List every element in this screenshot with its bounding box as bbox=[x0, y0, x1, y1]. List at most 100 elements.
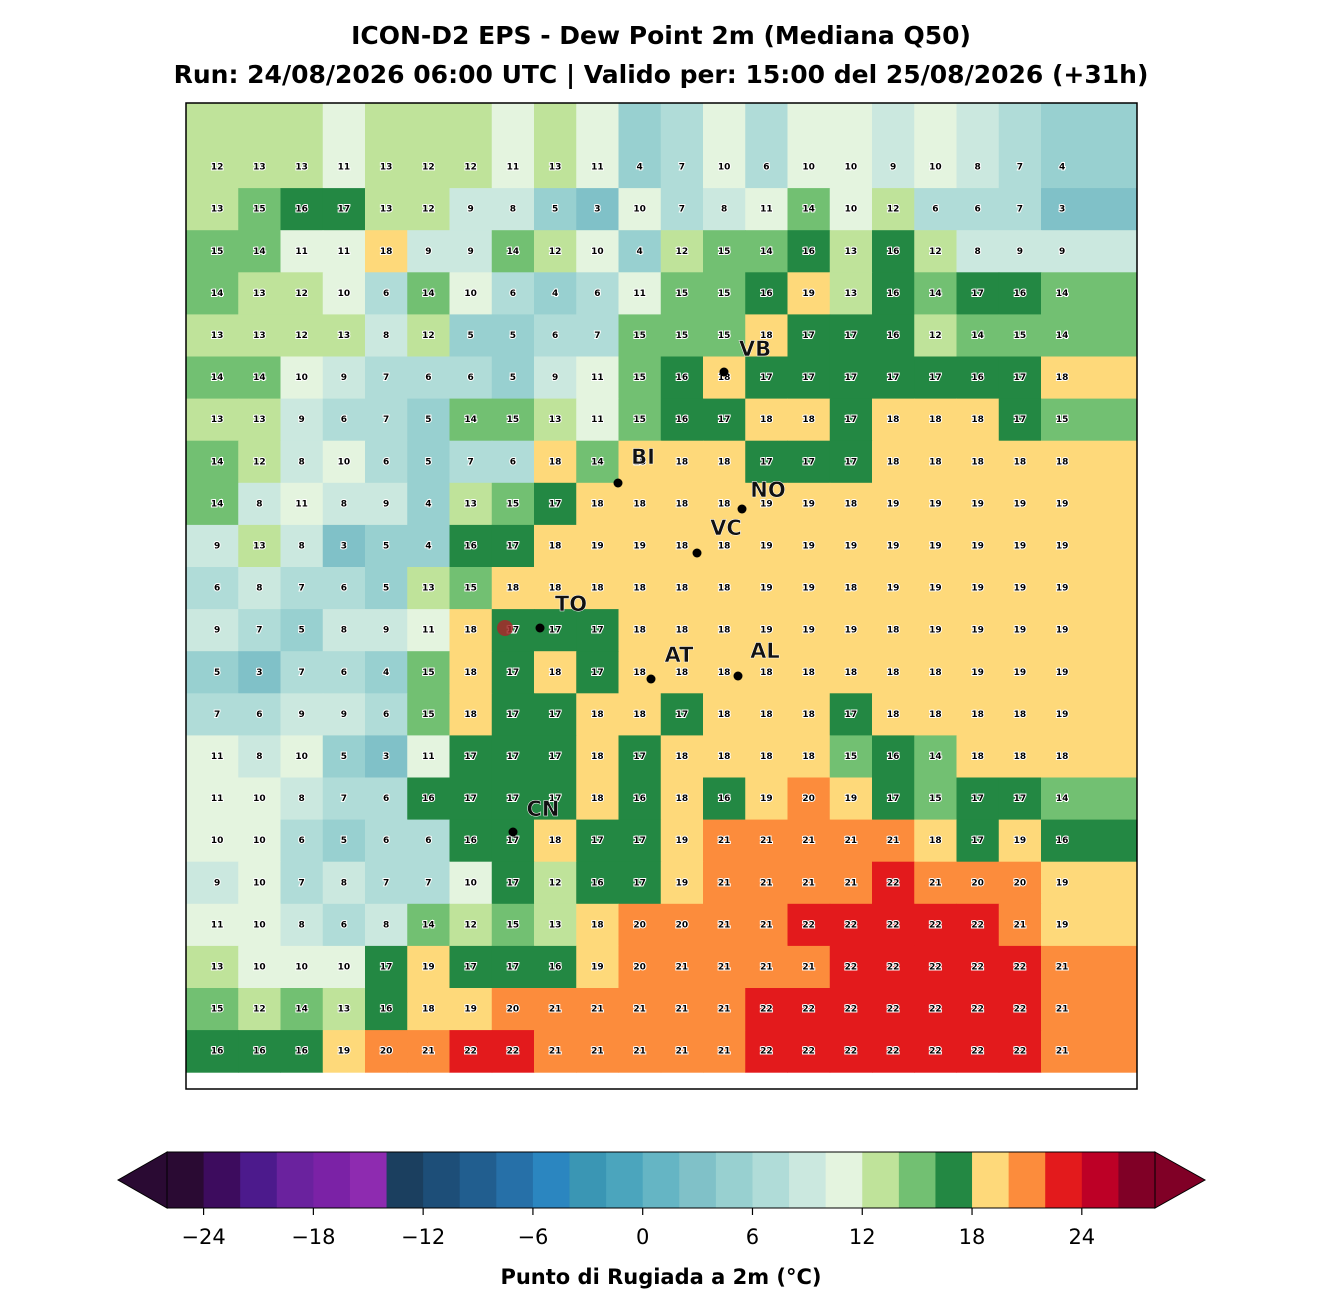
dew-point-cell bbox=[186, 651, 239, 694]
grid-value: 18 bbox=[971, 752, 984, 762]
dew-point-cell bbox=[956, 230, 1000, 273]
colorbar-tick-label: 6 bbox=[746, 1225, 759, 1249]
dew-point-cell bbox=[534, 567, 577, 610]
dew-point-cell bbox=[576, 398, 619, 442]
dew-point-cell bbox=[998, 188, 1042, 231]
grid-value: 14 bbox=[422, 289, 435, 299]
grid-value: 20 bbox=[971, 878, 984, 888]
dew-point-cell bbox=[618, 188, 662, 231]
city-label: AL bbox=[750, 639, 780, 663]
colorbar-bin bbox=[386, 1152, 424, 1208]
dew-point-cell bbox=[618, 482, 662, 526]
grid-value: 11 bbox=[295, 247, 308, 257]
grid-value: 19 bbox=[802, 541, 815, 551]
grid-value: 19 bbox=[676, 878, 689, 888]
dew-point-cell bbox=[238, 819, 281, 863]
grid-value: 22 bbox=[1014, 962, 1027, 972]
dew-point-cell bbox=[829, 188, 873, 231]
grid-value: 14 bbox=[253, 373, 266, 383]
dew-point-cell bbox=[186, 777, 239, 821]
dew-point-cell bbox=[322, 988, 366, 1031]
dew-point-cell bbox=[407, 819, 450, 863]
grid-value: 17 bbox=[338, 205, 351, 215]
grid-value: 17 bbox=[760, 373, 773, 383]
grid-value: 21 bbox=[845, 878, 858, 888]
grid-value: 5 bbox=[510, 331, 516, 341]
dew-point-cell bbox=[449, 861, 493, 905]
dew-point-cell bbox=[534, 103, 577, 189]
dew-point-cell bbox=[829, 482, 873, 526]
grid-value: 8 bbox=[341, 878, 347, 888]
dew-point-cell bbox=[618, 693, 662, 736]
dew-point-cell bbox=[576, 230, 619, 273]
grid-value: 18 bbox=[971, 457, 984, 467]
dew-point-cell bbox=[1041, 103, 1138, 189]
dew-point-cell bbox=[660, 861, 704, 905]
dew-point-cell bbox=[365, 609, 408, 652]
grid-value: 17 bbox=[971, 289, 984, 299]
grid-value: 17 bbox=[845, 710, 858, 720]
dew-point-cell bbox=[322, 230, 366, 273]
grid-value: 13 bbox=[211, 415, 224, 425]
dew-point-cell bbox=[1041, 567, 1138, 610]
grid-value: 18 bbox=[971, 710, 984, 720]
dew-point-cell bbox=[491, 861, 535, 905]
grid-value: 7 bbox=[256, 626, 262, 636]
grid-value: 22 bbox=[845, 962, 858, 972]
dew-point-cell bbox=[998, 693, 1042, 736]
colorbar-bin bbox=[642, 1152, 680, 1208]
dew-point-cell bbox=[829, 103, 873, 189]
dew-point-cell bbox=[660, 819, 704, 863]
dew-point-cell bbox=[745, 903, 788, 947]
colorbar-bin bbox=[1045, 1152, 1083, 1208]
city-label: VC bbox=[710, 516, 742, 540]
grid-value: 6 bbox=[552, 331, 558, 341]
grid-value: 12 bbox=[464, 920, 477, 930]
dew-point-cell bbox=[745, 272, 788, 315]
dew-point-cell bbox=[956, 1030, 1000, 1073]
dew-point-cell bbox=[449, 482, 493, 526]
dew-point-cell bbox=[280, 1030, 324, 1073]
grid-value: 5 bbox=[467, 331, 473, 341]
dew-point-cell bbox=[1041, 819, 1138, 863]
grid-value: 18 bbox=[676, 626, 689, 636]
dew-point-cell bbox=[998, 819, 1042, 863]
grid-value: 5 bbox=[383, 541, 389, 551]
grid-value: 21 bbox=[760, 920, 773, 930]
colorbar-bin bbox=[1118, 1152, 1156, 1208]
grid-value: 4 bbox=[425, 541, 431, 551]
dew-point-cell bbox=[703, 693, 746, 736]
dew-point-cell bbox=[407, 945, 450, 989]
colorbar-bin bbox=[313, 1152, 351, 1208]
grid-value: 18 bbox=[1056, 752, 1069, 762]
dew-point-cell bbox=[491, 188, 535, 231]
grid-value: 8 bbox=[341, 499, 347, 509]
dew-point-cell bbox=[280, 230, 324, 273]
dew-point-cell bbox=[829, 609, 873, 652]
dew-point-cell bbox=[618, 230, 662, 273]
dew-point-cell bbox=[745, 103, 788, 189]
dew-point-cell bbox=[914, 777, 957, 821]
dew-point-cell bbox=[1041, 482, 1138, 526]
grid-value: 5 bbox=[341, 836, 347, 846]
grid-value: 21 bbox=[633, 1005, 646, 1015]
grid-value: 19 bbox=[929, 626, 942, 636]
dew-point-cell bbox=[491, 103, 535, 189]
dew-point-cell bbox=[618, 272, 662, 315]
grid-value: 20 bbox=[802, 794, 815, 804]
dew-point-cell bbox=[322, 482, 366, 526]
grid-value: 19 bbox=[591, 962, 604, 972]
grid-value: 16 bbox=[760, 289, 773, 299]
colorbar-label: Punto di Rugiada a 2m (°C) bbox=[500, 1265, 821, 1289]
dew-point-cell bbox=[280, 524, 324, 568]
grid-value: 20 bbox=[633, 920, 646, 930]
grid-value: 12 bbox=[422, 331, 435, 341]
grid-value: 16 bbox=[887, 331, 900, 341]
dew-point-cell bbox=[186, 693, 239, 736]
grid-value: 8 bbox=[383, 331, 389, 341]
colorbar-bin bbox=[459, 1152, 497, 1208]
grid-value: 9 bbox=[298, 415, 304, 425]
grid-value: 11 bbox=[591, 163, 604, 173]
dew-point-cell bbox=[280, 988, 324, 1031]
dew-point-cell bbox=[407, 609, 450, 652]
